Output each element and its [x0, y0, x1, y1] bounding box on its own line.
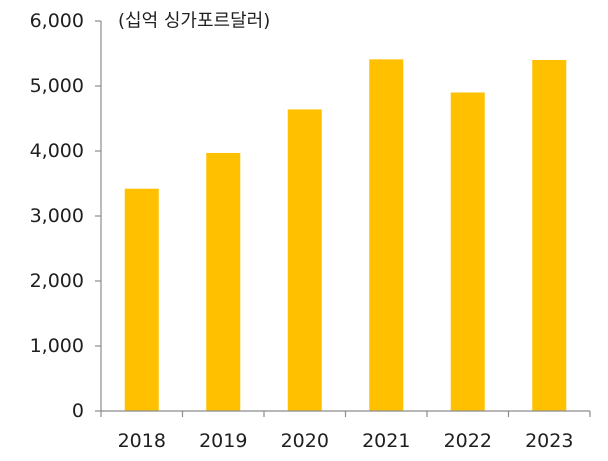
- bars-group: [124, 59, 567, 412]
- x-tick-label: 2021: [362, 430, 410, 452]
- x-tick-label: 2023: [525, 430, 573, 452]
- bar-2022: [450, 92, 485, 411]
- y-tick-label: 0: [72, 400, 84, 422]
- bar-2020: [287, 109, 322, 412]
- x-tick-label: 2018: [118, 430, 166, 452]
- y-tick-label: 3,000: [30, 205, 84, 227]
- bar-2019: [206, 152, 241, 411]
- bar-2023: [532, 60, 567, 411]
- x-tick-label: 2022: [444, 430, 492, 452]
- y-tick-label: 4,000: [30, 140, 84, 162]
- bar-2018: [124, 188, 159, 411]
- y-tick-label: 6,000: [30, 10, 84, 32]
- y-tick-label: 5,000: [30, 75, 84, 97]
- y-ticks-group: 0 1,000 2,000 3,000 4,000 5,000 6,000: [30, 10, 101, 422]
- y-axis-unit-label: (십억 싱가포르달러): [118, 11, 270, 32]
- y-tick-label: 1,000: [30, 335, 84, 357]
- x-tick-label: 2020: [281, 430, 329, 452]
- axes-group: [100, 21, 590, 412]
- y-tick-label: 2,000: [30, 270, 84, 292]
- bar-2021: [369, 59, 404, 411]
- x-ticks-group: 2018 2019 2020 2021 2022 2023: [100, 411, 591, 452]
- x-tick-label: 2019: [199, 430, 247, 452]
